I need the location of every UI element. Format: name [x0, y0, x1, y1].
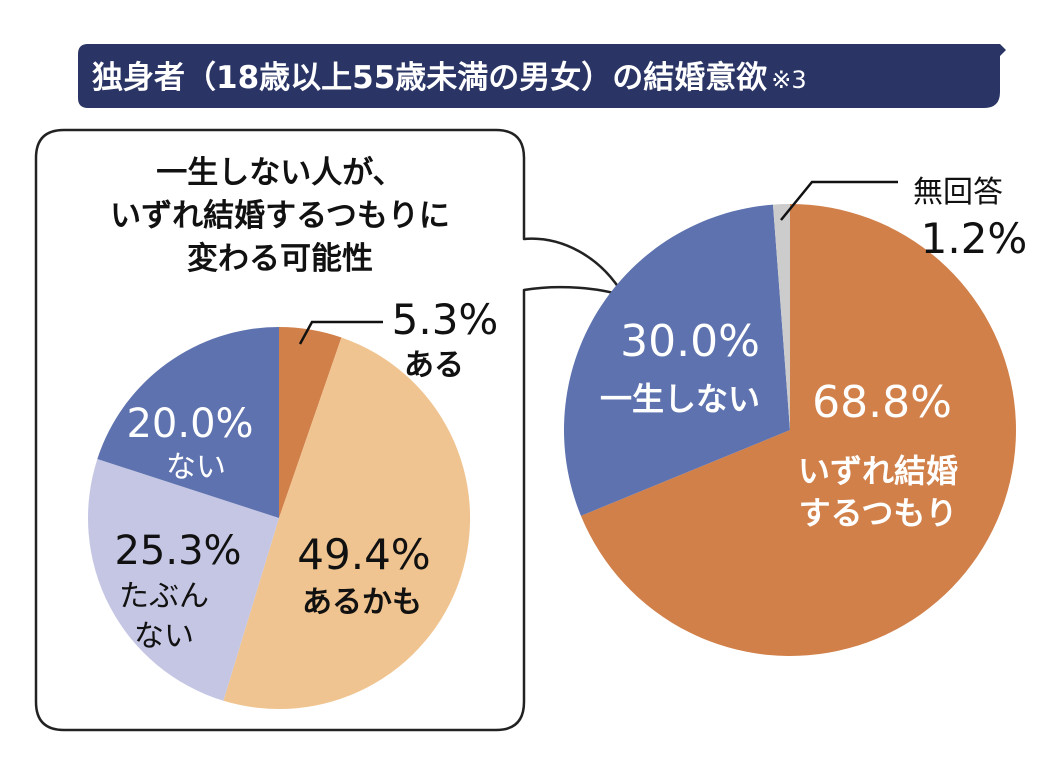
marry-eventually-label-line-1: いずれ結婚	[798, 452, 958, 490]
probably-not-label-line-2: ない	[134, 619, 194, 654]
pie-slice-yes	[279, 327, 342, 518]
svg-text:独身者（18歳以上55歳未満の男女）の結婚意欲※3: 独身者（18歳以上55歳未満の男女）の結婚意欲 ※3	[92, 60, 807, 96]
sub-pie-chart	[88, 327, 471, 710]
main-pie-chart	[563, 203, 1016, 656]
sub-chart-title-line-2: いずれ結婚するつもりに	[110, 198, 450, 234]
no-label: ない	[166, 450, 226, 485]
maybe-label: あるかも	[302, 585, 422, 620]
pie-slice-no	[97, 327, 279, 518]
no-answer-value-label: 1.2%	[921, 214, 1028, 263]
yes-value-label: 5.3%	[392, 295, 499, 344]
maybe-value-label: 49.4%	[297, 530, 430, 579]
no-answer-leader-line	[780, 180, 898, 221]
no-answer-label: 無回答	[913, 175, 1003, 210]
title-note: ※3	[771, 66, 806, 94]
yes-label: ある	[404, 348, 464, 383]
never-marry-label: 一生しない	[600, 380, 760, 418]
title-banner: 独身者（18歳以上55歳未満の男女）の結婚意欲 ※3	[78, 44, 1006, 108]
marry-eventually-label-line-2: するつもり	[799, 494, 958, 532]
pie-slice-marry-eventually	[580, 204, 1016, 656]
probably-not-label-line-1: たぶん	[119, 579, 209, 614]
marry-eventually-value-label: 68.8%	[812, 377, 952, 428]
never-marry-value-label: 30.0%	[620, 316, 760, 367]
no-value-label: 20.0%	[126, 401, 253, 447]
pie-slice-no-answer	[772, 203, 790, 430]
probably-not-value-label: 25.3%	[114, 528, 241, 574]
chart-title: 独身者（18歳以上55歳未満の男女）の結婚意欲	[92, 60, 767, 96]
sub-chart-title-line-3: 変わる可能性	[187, 241, 373, 277]
pie-slice-never-marry	[563, 204, 790, 516]
sub-chart-title-line-1: 一生しない人が、	[156, 155, 403, 191]
yes-leader-line	[298, 320, 383, 345]
pie-slice-maybe	[223, 337, 471, 710]
pie-slice-probably-not	[88, 458, 279, 701]
title-banner-bg	[78, 44, 1006, 108]
